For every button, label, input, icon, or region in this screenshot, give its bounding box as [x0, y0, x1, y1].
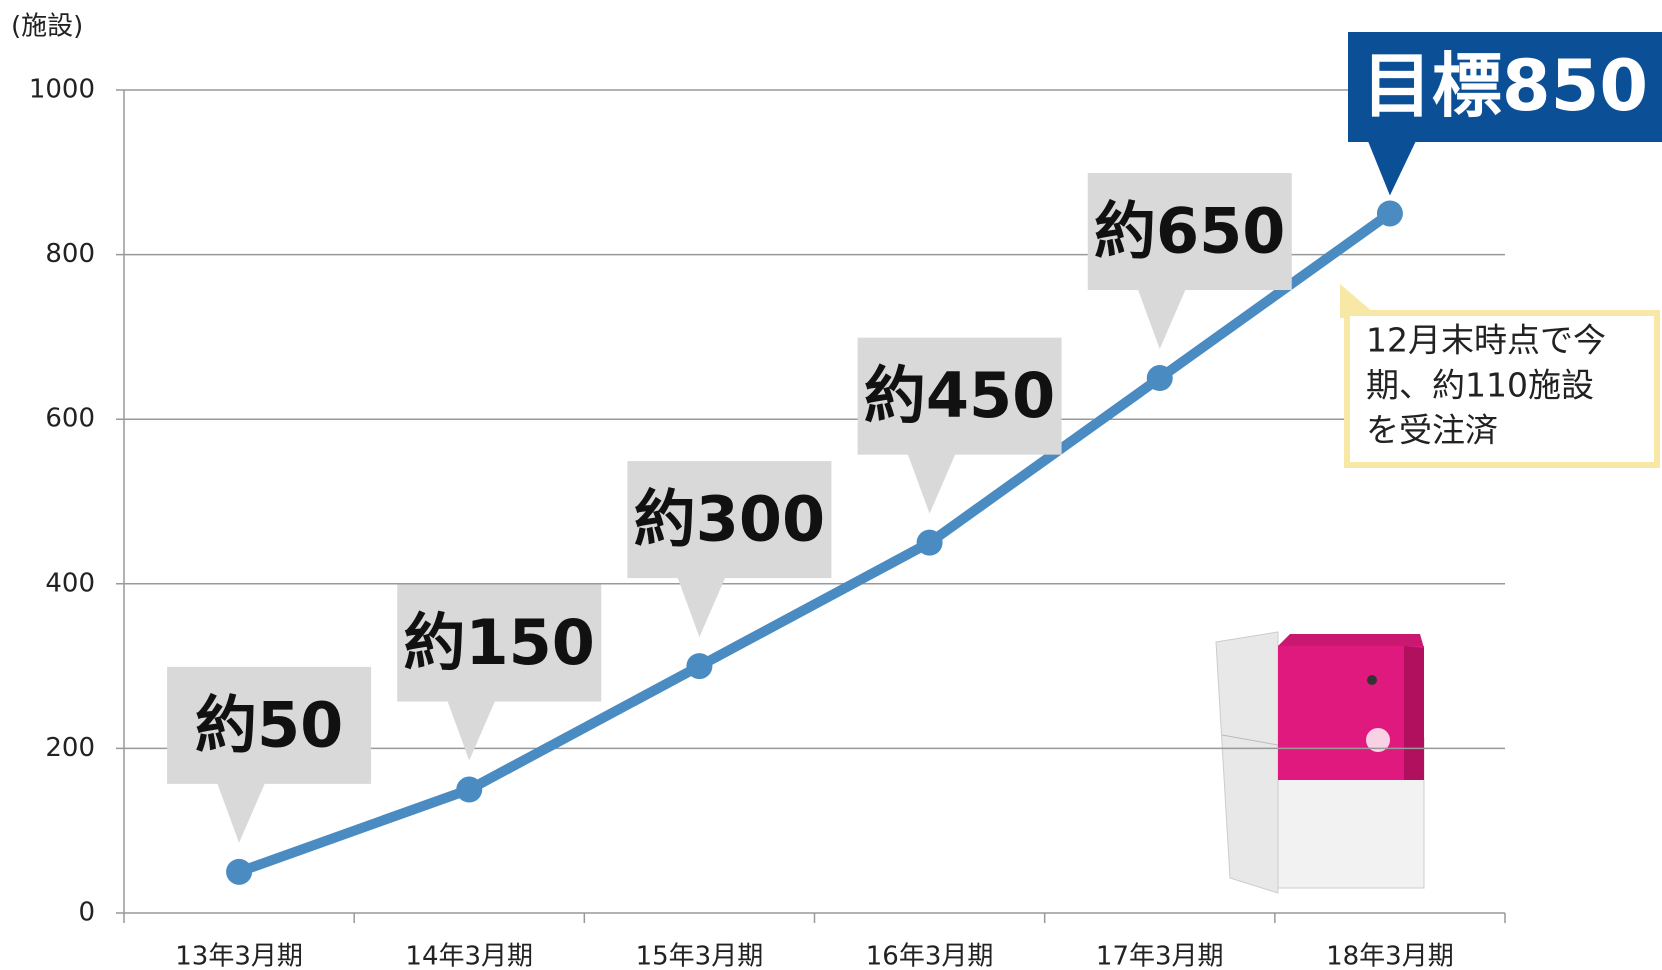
y-tick-label: 400: [45, 568, 95, 598]
callout-pointer: [677, 577, 725, 637]
callout-pointer: [1138, 289, 1186, 349]
y-tick-label: 600: [45, 404, 95, 434]
product-illustration: [1216, 632, 1424, 893]
x-tick-label: 14年3月期: [405, 942, 533, 970]
point: [226, 859, 252, 885]
chart: (施設) 0 200 400 600 800 1000 13年3月期 14年3月期 15年3月期…: [0, 0, 1662, 970]
point: [686, 653, 712, 679]
data-label: 約450: [864, 359, 1055, 432]
y-tick-label: 800: [45, 239, 95, 269]
y-axis-label: (施設): [11, 12, 83, 42]
data-label: 約650: [1094, 195, 1285, 268]
callout-pointer: [1368, 141, 1416, 195]
point: [917, 530, 943, 556]
y-tick-label: 200: [45, 733, 95, 763]
callout-pointer: [217, 783, 265, 843]
callout-pointer: [447, 701, 495, 761]
data-label: 約50: [195, 688, 343, 761]
x-tick-label: 13年3月期: [175, 942, 303, 970]
x-tick-label: 18年3月期: [1326, 942, 1454, 970]
x-tick-label: 16年3月期: [866, 942, 994, 970]
y-tick-label: 1000: [29, 75, 95, 105]
point: [1377, 200, 1403, 226]
callout-pointer: [908, 454, 956, 514]
point: [1147, 365, 1173, 391]
x-tick-label: 15年3月期: [636, 942, 764, 970]
data-label: 目標850: [1362, 45, 1648, 127]
data-label: 約150: [404, 606, 595, 679]
y-tick-label: 0: [78, 898, 95, 928]
data-label: 約300: [634, 483, 825, 556]
note-text: を受注済: [1366, 411, 1498, 450]
note-text: 期、約110施設: [1366, 366, 1594, 405]
point: [456, 777, 482, 803]
note-text: 12月末時点で今: [1366, 321, 1606, 360]
x-tick-label: 17年3月期: [1096, 942, 1224, 970]
